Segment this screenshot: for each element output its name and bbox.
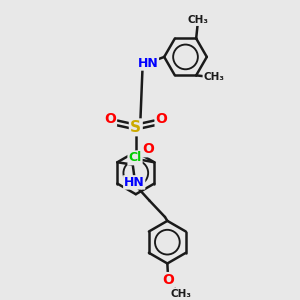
Text: CH₃: CH₃ [203,72,224,82]
Text: CH₃: CH₃ [170,289,191,299]
Text: S: S [130,120,141,135]
Text: O: O [104,112,116,126]
Text: HN: HN [124,176,145,189]
Text: Cl: Cl [128,151,142,164]
Text: CH₃: CH₃ [187,15,208,25]
Text: O: O [162,273,174,287]
Text: O: O [142,142,154,156]
Text: HN: HN [138,57,158,70]
Text: O: O [156,112,167,126]
